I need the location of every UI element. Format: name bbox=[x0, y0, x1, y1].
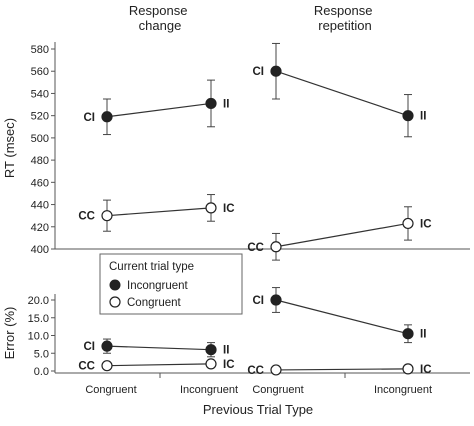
data-point bbox=[205, 344, 217, 356]
series-line bbox=[106, 207, 212, 217]
rt-tick-label: 500 bbox=[31, 133, 49, 145]
rt-tick-label: 420 bbox=[31, 222, 49, 234]
legend-title: Current trial type bbox=[109, 261, 194, 273]
data-point bbox=[101, 340, 113, 352]
legend-marker-congruent bbox=[109, 296, 121, 308]
point-label: CC bbox=[247, 365, 264, 377]
point-label: II bbox=[420, 329, 426, 341]
data-point bbox=[270, 294, 282, 306]
error-series-incongruent-panel-0: CI II bbox=[84, 338, 229, 358]
rt-tick-label: 520 bbox=[31, 111, 49, 123]
point-label: CI bbox=[253, 66, 265, 78]
rt-tick-label: 540 bbox=[31, 88, 49, 100]
data-point bbox=[402, 110, 414, 122]
series-line bbox=[106, 102, 212, 118]
rt-series-congruent-panel-1: CC IC bbox=[247, 206, 432, 261]
point-label: CC bbox=[78, 361, 95, 373]
point-label: CI bbox=[84, 341, 96, 353]
error-tick-label: 5.0 bbox=[34, 348, 49, 360]
data-point bbox=[270, 241, 282, 253]
data-point bbox=[205, 358, 217, 370]
rt-tick-label: 440 bbox=[31, 200, 49, 212]
panel-title-response-repetition: Response repetition bbox=[314, 3, 376, 33]
panel-title-line-1: Response bbox=[129, 3, 188, 18]
point-label: II bbox=[420, 111, 426, 123]
point-label: IC bbox=[420, 364, 432, 376]
legend-marker-incongruent bbox=[109, 279, 121, 291]
rt-tick-label: 400 bbox=[31, 244, 49, 256]
error-axis-label: Error (%) bbox=[2, 307, 17, 360]
rt-series-incongruent-panel-0: CI II bbox=[84, 79, 229, 136]
data-point bbox=[402, 328, 414, 340]
error-tick-label: 10.0 bbox=[28, 331, 49, 343]
data-point bbox=[205, 97, 217, 110]
series-line bbox=[275, 299, 409, 335]
panel-title-response-change: Response change bbox=[129, 3, 191, 33]
rt-tick-label: 580 bbox=[31, 44, 49, 56]
point-label: IC bbox=[420, 218, 432, 230]
rt-y-ticks: 580 560 540 520 500 480 460 440 420 400 bbox=[31, 44, 55, 256]
series-line bbox=[275, 222, 409, 248]
x-tick-label: Congruent bbox=[85, 384, 136, 396]
data-point bbox=[270, 364, 282, 376]
error-series-congruent-panel-0: CC IC bbox=[78, 358, 235, 373]
x-tick-label: Congruent bbox=[252, 384, 303, 396]
rt-series-incongruent-panel-1: CI II bbox=[253, 42, 426, 138]
point-label: IC bbox=[223, 203, 235, 215]
data-point bbox=[101, 210, 113, 222]
error-tick-label: 15.0 bbox=[28, 313, 49, 325]
error-tick-label: 20.0 bbox=[28, 295, 49, 307]
point-label: IC bbox=[223, 359, 235, 371]
series-line bbox=[106, 363, 212, 367]
series-line bbox=[106, 345, 212, 351]
legend-box bbox=[99, 253, 243, 315]
legend: Current trial type Incongruent Congruent bbox=[99, 253, 243, 315]
rt-axis-label: RT (msec) bbox=[2, 118, 17, 178]
data-point bbox=[101, 360, 113, 372]
x-tick-label: Incongruent bbox=[180, 384, 238, 396]
rt-tick-label: 480 bbox=[31, 155, 49, 167]
x-ticks: Congruent Incongruent Congruent Incongruent bbox=[85, 373, 432, 396]
error-plot-frame bbox=[54, 294, 470, 374]
point-label: CC bbox=[247, 242, 264, 254]
series-line bbox=[275, 70, 409, 117]
error-series-congruent-panel-1: CC IC bbox=[247, 363, 432, 377]
data-point bbox=[270, 65, 282, 77]
point-label: II bbox=[223, 345, 229, 357]
rt-series-congruent-panel-0: CC IC bbox=[78, 194, 235, 232]
point-label: CI bbox=[253, 295, 265, 307]
point-label: CC bbox=[78, 211, 95, 223]
x-axis-label: Previous Trial Type bbox=[203, 402, 313, 417]
error-y-ticks: 20.0 15.0 10.0 5.0 0.0 bbox=[28, 295, 55, 378]
rt-tick-label: 560 bbox=[31, 66, 49, 78]
error-tick-label: 0.0 bbox=[34, 366, 49, 378]
error-series-incongruent-panel-1: CI II bbox=[253, 287, 426, 344]
rt-plot-frame bbox=[54, 42, 470, 250]
panel-title-line-2: repetition bbox=[318, 18, 371, 33]
data-point bbox=[402, 363, 414, 375]
data-point bbox=[101, 111, 113, 123]
point-label: II bbox=[223, 98, 229, 110]
point-label: CI bbox=[84, 112, 96, 124]
data-point bbox=[402, 217, 414, 230]
x-tick-label: Incongruent bbox=[374, 384, 432, 396]
data-point bbox=[205, 202, 217, 214]
series-line bbox=[275, 368, 409, 371]
legend-label-incongruent: Incongruent bbox=[127, 280, 189, 292]
rt-tick-label: 460 bbox=[31, 177, 49, 189]
data-series: CI II CC IC CI II CC IC CI II CC IC CI II CC IC bbox=[78, 42, 432, 377]
panel-title-line-1: Response bbox=[314, 3, 373, 18]
legend-label-congruent: Congruent bbox=[127, 297, 182, 309]
panel-title-line-2: change bbox=[139, 18, 182, 33]
